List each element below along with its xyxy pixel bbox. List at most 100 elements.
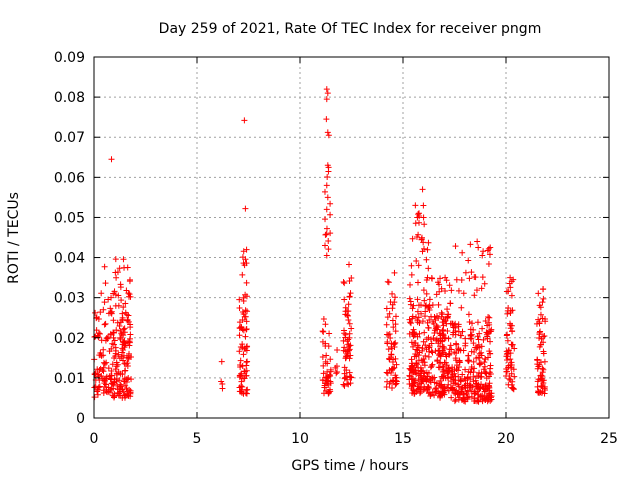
data-point xyxy=(510,386,517,393)
data-point xyxy=(346,330,353,337)
data-point xyxy=(415,376,422,383)
data-point xyxy=(413,361,420,368)
data-point xyxy=(486,314,493,321)
data-point xyxy=(455,328,462,335)
data-point xyxy=(126,278,133,285)
data-point xyxy=(479,274,486,281)
data-point xyxy=(106,373,113,380)
data-point xyxy=(115,351,122,358)
data-point xyxy=(438,285,445,292)
data-point xyxy=(409,389,416,396)
data-point xyxy=(439,319,446,326)
data-point xyxy=(105,365,112,372)
data-point xyxy=(95,315,102,322)
data-point xyxy=(103,335,110,342)
data-point xyxy=(455,321,462,328)
data-point xyxy=(468,269,475,276)
data-point xyxy=(507,377,514,384)
data-point xyxy=(420,287,427,294)
data-point xyxy=(238,378,245,385)
data-point xyxy=(387,334,394,341)
data-point xyxy=(127,321,134,328)
data-point xyxy=(432,389,439,396)
data-point xyxy=(392,381,399,388)
data-point xyxy=(346,277,353,284)
data-point xyxy=(327,230,334,237)
data-point xyxy=(478,349,485,356)
data-point xyxy=(435,347,442,354)
data-point xyxy=(465,368,472,375)
data-point xyxy=(412,377,419,384)
data-point xyxy=(120,256,127,263)
data-point xyxy=(324,194,331,201)
data-point xyxy=(486,373,493,380)
data-point xyxy=(462,366,469,373)
data-point xyxy=(320,370,327,377)
data-point xyxy=(340,347,347,354)
data-point xyxy=(428,362,435,369)
data-point xyxy=(467,335,474,342)
data-point xyxy=(346,369,353,376)
data-point xyxy=(409,305,416,312)
data-point xyxy=(487,397,494,404)
data-point xyxy=(504,350,511,357)
data-point xyxy=(412,367,419,374)
data-point xyxy=(425,265,432,272)
data-point xyxy=(324,173,331,180)
data-point xyxy=(481,280,488,287)
data-point xyxy=(239,386,246,393)
data-point xyxy=(426,296,433,303)
data-point xyxy=(422,342,429,349)
data-point xyxy=(430,320,437,327)
data-point xyxy=(438,309,445,316)
data-point xyxy=(448,378,454,385)
data-point xyxy=(345,341,352,348)
data-point xyxy=(98,372,105,379)
data-point xyxy=(110,334,117,341)
data-point xyxy=(110,341,117,348)
data-point xyxy=(218,358,225,365)
data-point xyxy=(509,385,516,392)
data-point xyxy=(452,243,459,250)
data-point xyxy=(458,277,465,284)
data-point xyxy=(508,341,515,348)
data-point xyxy=(429,301,436,308)
data-point xyxy=(414,296,421,303)
data-point xyxy=(101,360,108,367)
data-point xyxy=(470,340,477,347)
data-point xyxy=(534,383,541,390)
data-point xyxy=(409,381,416,388)
data-point xyxy=(99,367,106,374)
data-point xyxy=(341,327,348,334)
data-point xyxy=(421,370,428,377)
x-axis-label: GPS time / hours xyxy=(291,458,408,474)
data-point xyxy=(485,245,492,252)
data-point xyxy=(439,389,446,396)
data-point xyxy=(342,311,349,318)
data-point xyxy=(421,221,428,228)
data-point xyxy=(503,332,510,339)
data-point xyxy=(423,256,430,263)
data-point xyxy=(507,274,514,281)
data-point xyxy=(468,331,475,338)
data-point xyxy=(481,369,488,376)
data-point xyxy=(406,373,413,380)
data-point xyxy=(237,357,244,364)
data-point xyxy=(455,373,462,380)
data-point xyxy=(112,256,119,263)
data-point xyxy=(485,261,492,268)
data-point xyxy=(442,387,449,394)
data-point xyxy=(436,364,443,371)
data-point xyxy=(508,292,515,299)
data-point xyxy=(342,304,349,311)
data-point xyxy=(472,390,479,397)
data-point xyxy=(124,363,131,370)
data-point xyxy=(110,317,117,324)
data-point xyxy=(504,337,511,344)
data-point xyxy=(442,335,449,342)
data-point xyxy=(476,350,483,357)
data-point xyxy=(390,356,397,363)
y-tick-label: 0.02 xyxy=(54,331,85,347)
y-tick-label: 0.05 xyxy=(54,210,85,226)
data-point xyxy=(107,305,114,312)
